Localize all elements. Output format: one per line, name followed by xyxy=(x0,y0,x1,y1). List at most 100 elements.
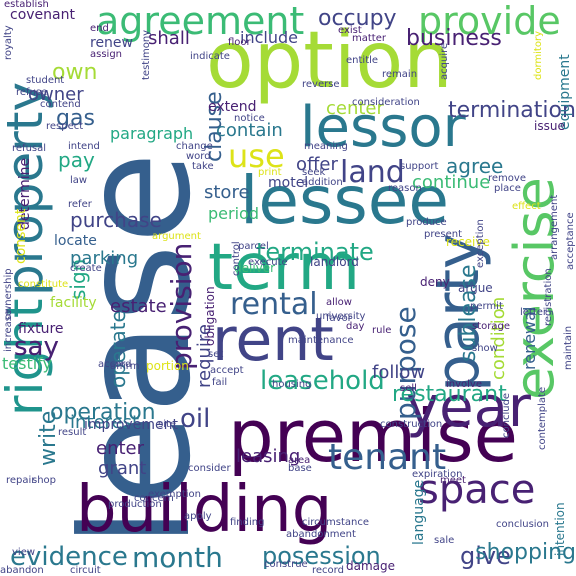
cloud-word: support xyxy=(400,161,439,172)
cloud-word: set xyxy=(208,349,224,360)
cloud-word: indicate xyxy=(190,51,230,62)
cloud-word: refer xyxy=(68,199,92,210)
cloud-word: matter xyxy=(352,33,386,44)
cloud-word: use xyxy=(228,137,285,175)
cloud-word: place xyxy=(494,183,521,194)
cloud-word: student xyxy=(26,75,65,86)
cloud-word: intention xyxy=(553,502,567,556)
cloud-word: obligation xyxy=(203,286,217,346)
cloud-word: say xyxy=(14,332,59,362)
cloud-word: base xyxy=(288,463,312,474)
cloud-word: agreement xyxy=(96,0,305,43)
cloud-word: control xyxy=(231,241,242,276)
cloud-word: paragraph xyxy=(110,124,194,143)
cloud-word: shopping xyxy=(475,540,576,565)
cloud-word: floor xyxy=(228,37,251,48)
cloud-word: enter xyxy=(96,438,145,459)
cloud-word: record xyxy=(312,565,344,576)
cloud-word: motel xyxy=(268,175,309,191)
cloud-word: write xyxy=(36,410,61,466)
cloud-word: pay xyxy=(58,148,95,172)
cloud-word: provision xyxy=(165,242,198,370)
cloud-word: area xyxy=(288,455,311,466)
cloud-word: circuit xyxy=(70,565,101,576)
cloud-word: issue xyxy=(534,119,565,133)
cloud-word: apply xyxy=(184,511,212,522)
cloud-word: establish xyxy=(4,0,49,10)
cloud-word: entitle xyxy=(346,55,379,66)
cloud-word: contemplate xyxy=(537,386,548,450)
cloud-word: tenant xyxy=(328,437,447,478)
cloud-word: repair xyxy=(6,475,36,486)
cloud-word: owner xyxy=(28,84,84,105)
cloud-word: locate xyxy=(54,233,97,249)
cloud-word: parking xyxy=(70,248,139,269)
cloud-word: estate xyxy=(110,296,167,317)
cloud-word: consider xyxy=(188,463,231,474)
cloud-word: exemption xyxy=(148,489,201,500)
cloud-word: operate xyxy=(106,310,130,388)
cloud-word: concern xyxy=(134,493,174,504)
cloud-word: posession xyxy=(262,542,381,570)
cloud-word: refuse xyxy=(16,87,48,98)
cloud-word: purchase xyxy=(70,208,162,232)
cloud-word: maintain xyxy=(563,325,574,370)
cloud-word: seek xyxy=(302,167,326,178)
cloud-word: give xyxy=(460,542,511,570)
cloud-word: abandonment xyxy=(286,529,356,540)
cloud-word: include xyxy=(240,28,298,47)
cloud-word: exception xyxy=(475,219,486,268)
cloud-word: constitute xyxy=(18,279,69,290)
cloud-word: conclude xyxy=(501,392,512,438)
cloud-word: construction xyxy=(380,419,443,430)
cloud-word: storage xyxy=(472,321,510,332)
cloud-word: store xyxy=(204,182,250,203)
cloud-word: permit xyxy=(470,301,503,312)
cloud-word: effect xyxy=(512,201,541,212)
cloud-word: meaning xyxy=(304,141,348,152)
cloud-word: landlord xyxy=(310,255,359,269)
cloud-word: word xyxy=(186,151,211,162)
cloud-word: assign xyxy=(90,49,123,60)
cloud-word: offer xyxy=(296,154,338,175)
cloud-word: period xyxy=(208,204,259,223)
cloud-word: view xyxy=(12,547,36,558)
cloud-word: rule xyxy=(372,325,392,336)
cloud-word: gas xyxy=(56,106,95,131)
cloud-word: arrangement xyxy=(549,194,560,260)
cloud-word: circumstance xyxy=(302,517,369,528)
cloud-word: interest xyxy=(70,412,140,433)
cloud-word: rent xyxy=(212,305,334,375)
cloud-word: housing xyxy=(272,379,312,390)
cloud-word: involve xyxy=(446,379,483,390)
cloud-word: ownership xyxy=(3,268,14,320)
cloud-word: option xyxy=(206,16,453,106)
cloud-word: result xyxy=(58,427,87,438)
cloud-word: month xyxy=(132,541,223,574)
cloud-word: production xyxy=(108,499,162,510)
cloud-word: present xyxy=(424,229,463,240)
cloud-word: lessor xyxy=(300,95,466,160)
cloud-word: construe xyxy=(264,559,308,570)
cloud-word: university xyxy=(316,311,366,322)
cloud-word: leasehold xyxy=(260,366,385,396)
cloud-word: acquire xyxy=(439,42,450,80)
cloud-word: remain xyxy=(382,69,418,80)
cloud-word: abandon xyxy=(0,565,44,576)
cloud-word: fail xyxy=(212,377,228,388)
cloud-word: premise xyxy=(228,394,518,478)
cloud-word: expiration xyxy=(412,469,463,480)
cloud-word: end xyxy=(90,23,109,34)
cloud-word: year xyxy=(406,375,531,440)
cloud-word: contain xyxy=(216,120,283,141)
cloud-word: change xyxy=(176,141,213,152)
cloud-word: sale xyxy=(434,535,455,546)
cloud-word: covenant xyxy=(10,7,75,23)
cloud-word: termination xyxy=(448,98,576,123)
cloud-word: law xyxy=(70,175,88,186)
cloud-word: parcel xyxy=(238,241,269,252)
cloud-word: lessee xyxy=(240,162,449,239)
cloud-word: restaurant xyxy=(392,382,507,407)
cloud-word: allow xyxy=(326,297,352,308)
